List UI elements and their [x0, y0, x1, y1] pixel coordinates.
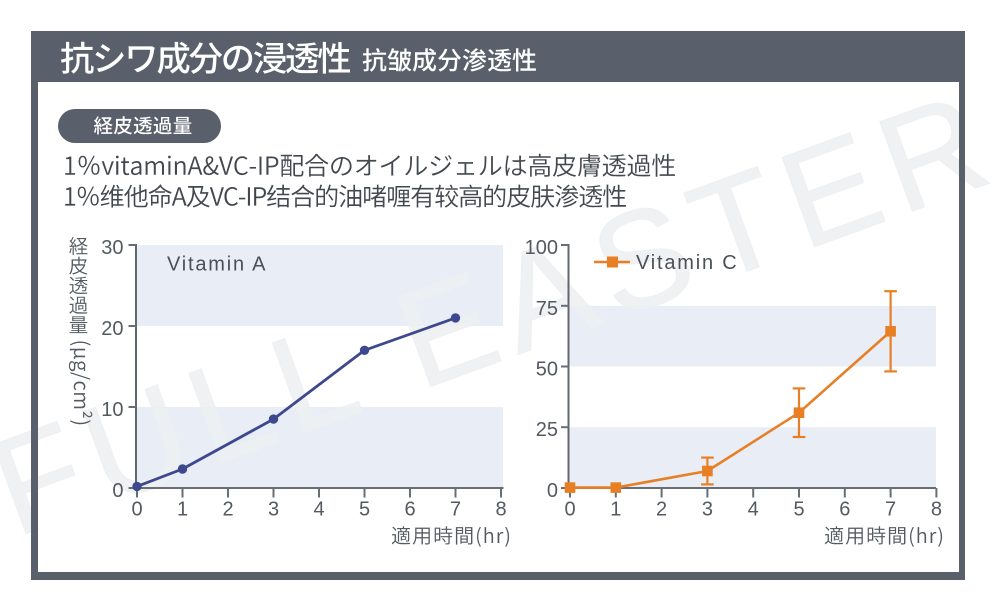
svg-text:6: 6	[839, 499, 850, 521]
svg-text:4: 4	[748, 499, 759, 521]
svg-text:4: 4	[313, 499, 324, 521]
svg-text:3: 3	[702, 499, 713, 521]
svg-text:Vitamin A: Vitamin A	[167, 254, 267, 276]
svg-text:7: 7	[885, 499, 896, 521]
svg-text:100: 100	[525, 237, 558, 259]
svg-text:5: 5	[359, 499, 370, 521]
svg-text:6: 6	[404, 499, 415, 521]
svg-text:30: 30	[101, 237, 123, 259]
svg-text:0: 0	[131, 499, 142, 521]
svg-text:0: 0	[564, 499, 575, 521]
svg-text:25: 25	[536, 419, 558, 441]
svg-text:8: 8	[495, 499, 506, 521]
svg-text:50: 50	[536, 359, 558, 381]
svg-text:5: 5	[793, 499, 804, 521]
svg-text:2: 2	[656, 499, 667, 521]
svg-text:0: 0	[112, 480, 123, 502]
svg-text:20: 20	[101, 318, 123, 340]
svg-text:7: 7	[450, 499, 461, 521]
svg-text:Vitamin C: Vitamin C	[636, 252, 739, 274]
svg-text:1: 1	[610, 499, 621, 521]
svg-text:10: 10	[101, 399, 123, 421]
svg-text:2: 2	[222, 499, 233, 521]
svg-text:1: 1	[177, 499, 188, 521]
svg-text:3: 3	[268, 499, 279, 521]
svg-text:0: 0	[547, 480, 558, 502]
svg-text:75: 75	[536, 298, 558, 320]
svg-text:8: 8	[931, 499, 942, 521]
